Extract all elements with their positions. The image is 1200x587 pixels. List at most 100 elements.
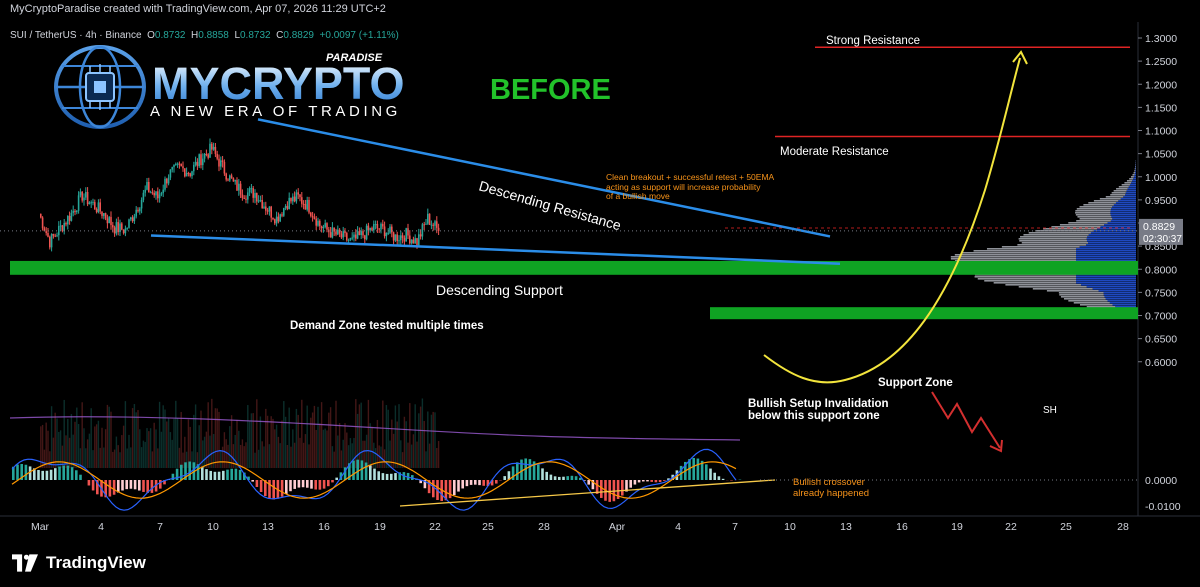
price-tick-label: 0.8000: [1145, 264, 1177, 276]
macd-histogram-bar: [570, 475, 574, 480]
candle-body: [418, 234, 420, 246]
profile-bar: [1129, 178, 1134, 180]
time-tick-label: 25: [1060, 521, 1072, 533]
candle-body: [94, 202, 96, 210]
volume-bar: [49, 451, 51, 468]
candle-body: [250, 188, 253, 190]
candle-body: [340, 233, 343, 238]
profile-bar: [1133, 172, 1135, 174]
tradingview-logo[interactable]: TradingView: [12, 553, 146, 573]
profile-bar: [1083, 204, 1114, 206]
countdown-label: 02:30:37: [1143, 234, 1182, 245]
time-tick-label: 28: [538, 521, 550, 533]
volume-bar: [76, 407, 78, 468]
tradingview-mark-icon: [12, 554, 38, 572]
macd-histogram-bar: [406, 472, 410, 480]
volume-bar: [308, 444, 310, 468]
macd-histogram-bar: [297, 480, 301, 488]
profile-bar: [1124, 182, 1132, 184]
profile-bar: [1134, 168, 1136, 170]
volume-bar: [292, 429, 294, 468]
macd-histogram-bar: [360, 460, 364, 480]
note-line-3: of a bullish move: [606, 191, 670, 201]
symbol-label[interactable]: SUI / TetherUS · 4h · Binance: [10, 30, 142, 41]
profile-bar: [1107, 222, 1136, 224]
volume-bar: [389, 440, 391, 468]
macd-histogram-bar: [465, 480, 469, 487]
profile-bar: [1109, 302, 1136, 304]
macd-histogram-bar: [75, 470, 78, 480]
candle-body: [387, 232, 389, 234]
profile-bar: [977, 278, 1076, 280]
macd-histogram-bar: [390, 473, 393, 480]
profile-bar: [1068, 222, 1108, 224]
candle-body: [430, 224, 433, 226]
candle-body: [101, 211, 103, 216]
candle-body: [97, 202, 100, 213]
profile-bar: [1086, 306, 1116, 308]
candle-body: [326, 223, 328, 230]
profile-bar: [986, 248, 1076, 250]
volume-bar: [65, 435, 67, 468]
profile-bar: [1112, 218, 1136, 220]
macd-histogram-bar: [255, 480, 259, 487]
candle-body: [173, 164, 175, 168]
candle-body: [142, 192, 145, 200]
close-label: C: [276, 30, 284, 41]
macd-histogram-bar: [33, 468, 36, 480]
volume-bar: [155, 429, 157, 468]
profile-bar: [1110, 212, 1136, 214]
volume-bar: [56, 418, 58, 468]
price-tick-label: 0.6500: [1145, 334, 1177, 346]
candle-body: [52, 233, 55, 236]
macd-histogram-bar: [49, 469, 53, 480]
macd-histogram-bar: [478, 480, 481, 486]
candle-body: [198, 154, 200, 167]
candle-body: [432, 224, 434, 226]
volume-bar: [236, 419, 238, 468]
candle-body: [283, 207, 285, 216]
price-tick-label: 1.3000: [1145, 33, 1177, 45]
volume-bar: [275, 424, 278, 468]
candle-body: [306, 199, 308, 210]
volume-bar: [412, 434, 415, 468]
candle-body: [113, 227, 116, 234]
candle-body: [349, 237, 352, 240]
candle-body: [144, 189, 146, 193]
volume-bar: [335, 400, 337, 468]
macd-histogram-bar: [448, 480, 452, 499]
macd-histogram-bar: [238, 469, 242, 480]
macd-histogram-bar: [54, 468, 57, 480]
time-tick-label: 19: [951, 521, 963, 533]
candle-body: [274, 219, 276, 224]
profile-bar: [1090, 232, 1136, 234]
macd-histogram-bar: [423, 480, 427, 489]
macd-histogram-bar: [537, 464, 540, 480]
profile-bar: [1046, 290, 1099, 292]
volume-bar: [338, 423, 341, 468]
macd-histogram-bar: [66, 465, 70, 480]
candle-body: [146, 181, 148, 190]
volume-bar: [45, 422, 47, 468]
volume-bar: [419, 406, 422, 468]
macd-histogram-bar: [104, 480, 107, 498]
macd-histogram-bar: [511, 466, 515, 480]
macd-histogram-bar: [457, 480, 460, 492]
volume-bar: [79, 448, 82, 468]
macd-histogram-bar: [482, 480, 485, 486]
macd-histogram-bar: [385, 473, 389, 480]
macd-histogram-bar: [364, 462, 368, 480]
volume-bar: [58, 431, 60, 468]
macd-histogram-bar: [705, 464, 708, 480]
candle-body: [346, 233, 348, 241]
volume-bar: [148, 431, 150, 468]
volume-bar: [394, 405, 397, 468]
macd-histogram-bar: [285, 480, 288, 494]
volume-bar: [342, 439, 344, 468]
candle-body: [193, 164, 195, 172]
candle-body: [90, 202, 92, 204]
volume-bar: [205, 431, 208, 468]
profile-bar: [1019, 240, 1087, 242]
volume-bar: [230, 415, 233, 468]
